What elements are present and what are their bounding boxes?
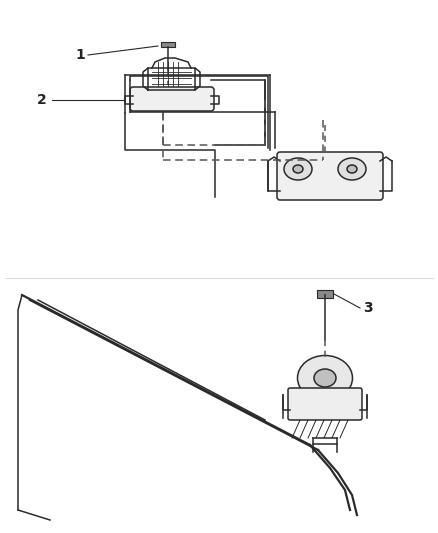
Text: 3: 3 [363,301,373,315]
Ellipse shape [293,165,303,173]
Polygon shape [161,42,175,47]
Ellipse shape [338,158,366,180]
Ellipse shape [314,369,336,387]
Ellipse shape [284,158,312,180]
Ellipse shape [297,356,353,400]
FancyBboxPatch shape [288,388,362,420]
Polygon shape [317,290,333,298]
Text: 1: 1 [75,48,85,62]
Ellipse shape [347,165,357,173]
Text: 2: 2 [37,93,47,107]
FancyBboxPatch shape [130,87,214,111]
FancyBboxPatch shape [277,152,383,200]
